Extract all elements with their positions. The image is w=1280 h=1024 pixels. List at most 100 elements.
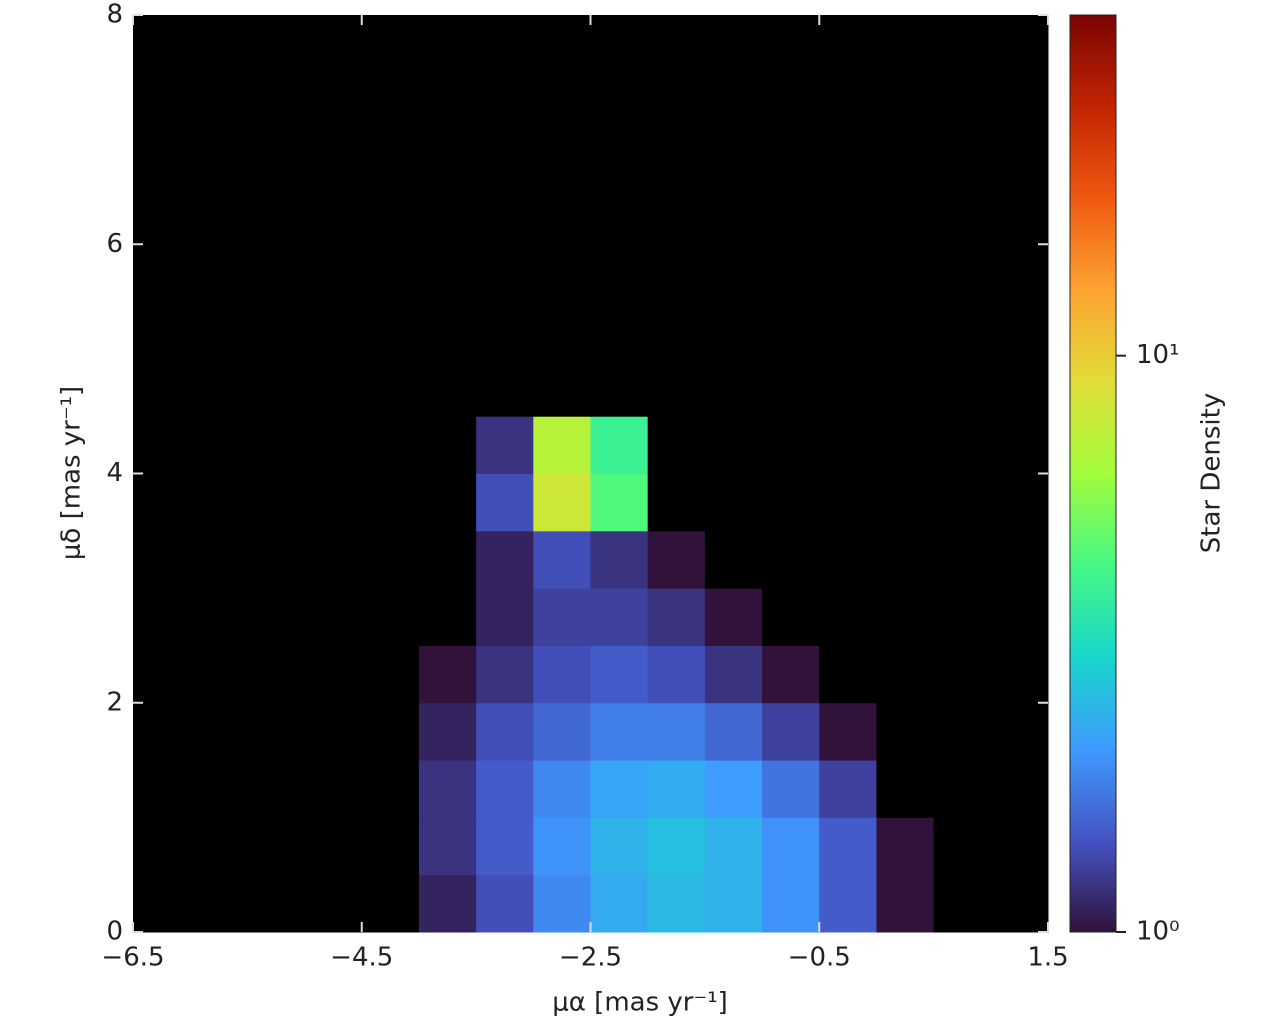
density-cell [933,645,992,704]
density-cell [590,416,649,474]
y-tick-label: 4 [106,458,123,488]
density-cell [590,186,649,245]
density-cell [762,72,820,131]
density-cell [304,244,363,303]
density-cell [476,244,534,303]
density-cell [876,129,935,188]
density-cell [704,645,763,704]
density-cell [933,874,992,933]
density-cell [819,702,877,761]
density-cell [418,702,477,761]
density-cell [418,186,477,245]
density-cell [133,874,191,933]
density-cell [190,702,248,761]
density-cell [304,874,363,933]
density-cell [762,702,820,761]
density-cell [704,588,763,646]
density-cell [933,358,992,417]
density-cell [133,473,191,532]
density-cell [876,72,935,131]
density-cell [876,186,935,245]
density-cell [361,530,420,589]
density-cell [361,874,420,933]
density-cell [533,72,591,131]
density-cell [819,244,877,303]
density-cell [361,15,420,73]
density-cell [418,15,477,73]
density-cell [133,15,191,73]
density-cell [990,702,1049,761]
density-cell [990,129,1049,188]
density-cell [476,186,534,245]
density-cell [647,588,706,646]
density-cell [304,817,363,876]
density-cell [647,760,706,818]
density-cell [990,760,1049,818]
density-cell [247,15,306,73]
density-cell [533,645,591,704]
density-cell [933,15,992,73]
density-cell [361,186,420,245]
density-cell [819,416,877,474]
density-cell [304,530,363,589]
density-cell [762,358,820,417]
density-cell [418,301,477,360]
density-cell [990,645,1049,704]
density-cell [704,874,763,933]
density-cell [133,186,191,245]
density-cell [533,702,591,761]
density-cell [533,473,591,532]
density-cell [304,301,363,360]
density-cell [590,760,649,818]
density-cell [533,301,591,360]
density-cell [590,72,649,131]
density-cell [190,530,248,589]
y-tick-label: 2 [106,687,123,717]
density-cell [190,473,248,532]
density-cell [247,588,306,646]
density-cell [133,72,191,131]
density-cell [247,817,306,876]
density-cell [876,588,935,646]
density-cell [247,473,306,532]
density-cell [876,702,935,761]
density-cell [762,588,820,646]
density-cell [704,15,763,73]
density-cell [704,530,763,589]
density-cell [133,358,191,417]
density-cell [762,129,820,188]
density-cell [476,645,534,704]
density-cell [876,15,935,73]
density-cell [933,760,992,818]
density-cell [704,473,763,532]
density-cell [819,15,877,73]
density-cell [247,416,306,474]
density-cell [361,301,420,360]
density-cell [647,15,706,73]
density-cell [933,530,992,589]
density-cell [647,530,706,589]
x-tick-label: −2.5 [559,943,622,973]
density-cell [476,473,534,532]
density-cell [133,702,191,761]
density-cell [647,645,706,704]
density-cell [990,473,1049,532]
density-cell [590,530,649,589]
density-cell [819,473,877,532]
density-cell [476,301,534,360]
density-cell [304,645,363,704]
density-cell [762,416,820,474]
density-cell [762,244,820,303]
density-cell [133,588,191,646]
density-cell [304,760,363,818]
density-cell [762,760,820,818]
density-cell [418,817,477,876]
density-cell [476,15,534,73]
density-cell [190,645,248,704]
y-tick-label: 8 [106,0,123,30]
density-cell [133,817,191,876]
density-cell [418,129,477,188]
density-cell [190,72,248,131]
density-cell [590,473,649,532]
density-cell [990,72,1049,131]
